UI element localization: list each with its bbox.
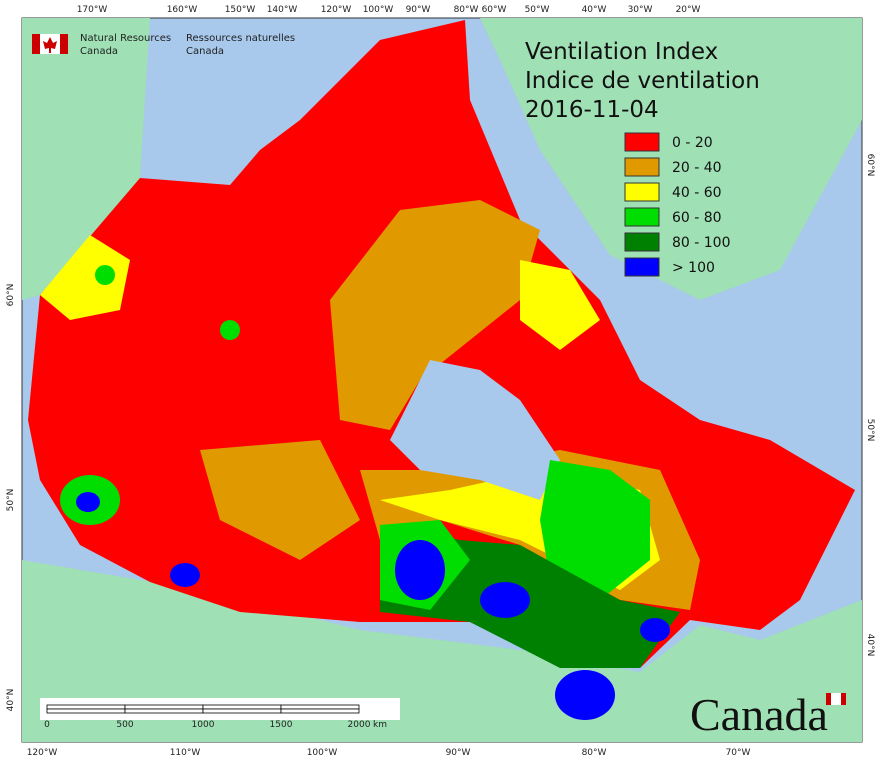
agency-signature: Natural Resources Canada Ressources natu… <box>32 33 295 57</box>
scale-segment <box>124 708 204 714</box>
legend-label: 60 - 80 <box>672 210 722 226</box>
top-label: 90°W <box>406 5 431 15</box>
scale-segment <box>46 704 126 710</box>
right-label: 50°N <box>865 419 875 442</box>
flag <box>831 693 841 705</box>
scale-tick-label: 500 <box>116 720 133 730</box>
legend-label: 20 - 40 <box>672 160 722 176</box>
top-label: 170°W <box>77 5 108 15</box>
scale-segment <box>280 708 360 714</box>
scale-tick-label: 1000 <box>192 720 215 730</box>
scale-segment <box>124 704 204 710</box>
bottom-label: 90°W <box>446 748 471 758</box>
legend-label: 40 - 60 <box>672 185 722 201</box>
legend-label: 80 - 100 <box>672 235 731 251</box>
top-label: 120°W <box>321 5 352 15</box>
top-label: 20°W <box>676 5 701 15</box>
wordmark: Canada <box>690 689 828 740</box>
scale-segment <box>46 708 126 714</box>
left-label: 50°N <box>6 489 16 512</box>
title: Ventilation Index <box>525 39 718 65</box>
bottom-label: 120°W <box>27 748 58 758</box>
top-label: 60°W <box>482 5 507 15</box>
top-label: 30°W <box>628 5 653 15</box>
bottom-label: 100°W <box>307 748 338 758</box>
legend-swatch <box>624 257 660 277</box>
scale-bar: 0 500 1000 1500 2000 km <box>40 698 400 730</box>
right-label: 60°N <box>865 154 875 177</box>
agency-en: Canada <box>80 46 118 57</box>
legend-swatch <box>624 207 660 227</box>
date: 2016-11-04 <box>525 97 659 123</box>
legend: 0 - 20 20 - 40 40 - 60 60 - 80 80 - 100 > 100 <box>624 132 731 277</box>
scale-tick-label: 2000 <box>348 720 371 730</box>
legend-label: > 100 <box>672 260 715 276</box>
top-label: 80°W <box>454 5 479 15</box>
legend-swatch <box>624 232 660 252</box>
agency-en: Natural Resources <box>80 33 171 44</box>
scale-tick-label: 1500 <box>270 720 293 730</box>
top-label: 160°W <box>167 5 198 15</box>
left-label: 40°N <box>6 689 16 712</box>
legend-swatch <box>624 132 660 152</box>
legend-swatch <box>624 182 660 202</box>
top-label: 40°W <box>582 5 607 15</box>
top-label: 50°W <box>525 5 550 15</box>
top-label: 140°W <box>267 5 298 15</box>
title: Indice de ventilation <box>525 68 760 94</box>
agency-fr: Canada <box>186 46 224 57</box>
basemap <box>22 18 862 742</box>
graticule-labels: 170°W 160°W 150°W 140°W 120°W 100°W 90°W 80°W 60… <box>6 5 875 758</box>
legend-label: 0 - 20 <box>672 135 713 151</box>
scale-segment <box>202 704 282 710</box>
legend-swatch <box>624 157 660 177</box>
top-label: 150°W <box>225 5 256 15</box>
scale-unit: km <box>373 720 387 730</box>
right-label: 40°N <box>865 634 875 657</box>
bottom-label: 70°W <box>726 748 751 758</box>
scale-segment <box>280 704 360 710</box>
scale-segment <box>202 708 282 714</box>
scale-tick-label: 0 <box>44 720 50 730</box>
left-label: 60°N <box>6 284 16 307</box>
top-label: 100°W <box>363 5 394 15</box>
bottom-label: 110°W <box>170 748 201 758</box>
bottom-label: 80°W <box>582 748 607 758</box>
agency-fr: Ressources naturelles <box>186 33 295 44</box>
